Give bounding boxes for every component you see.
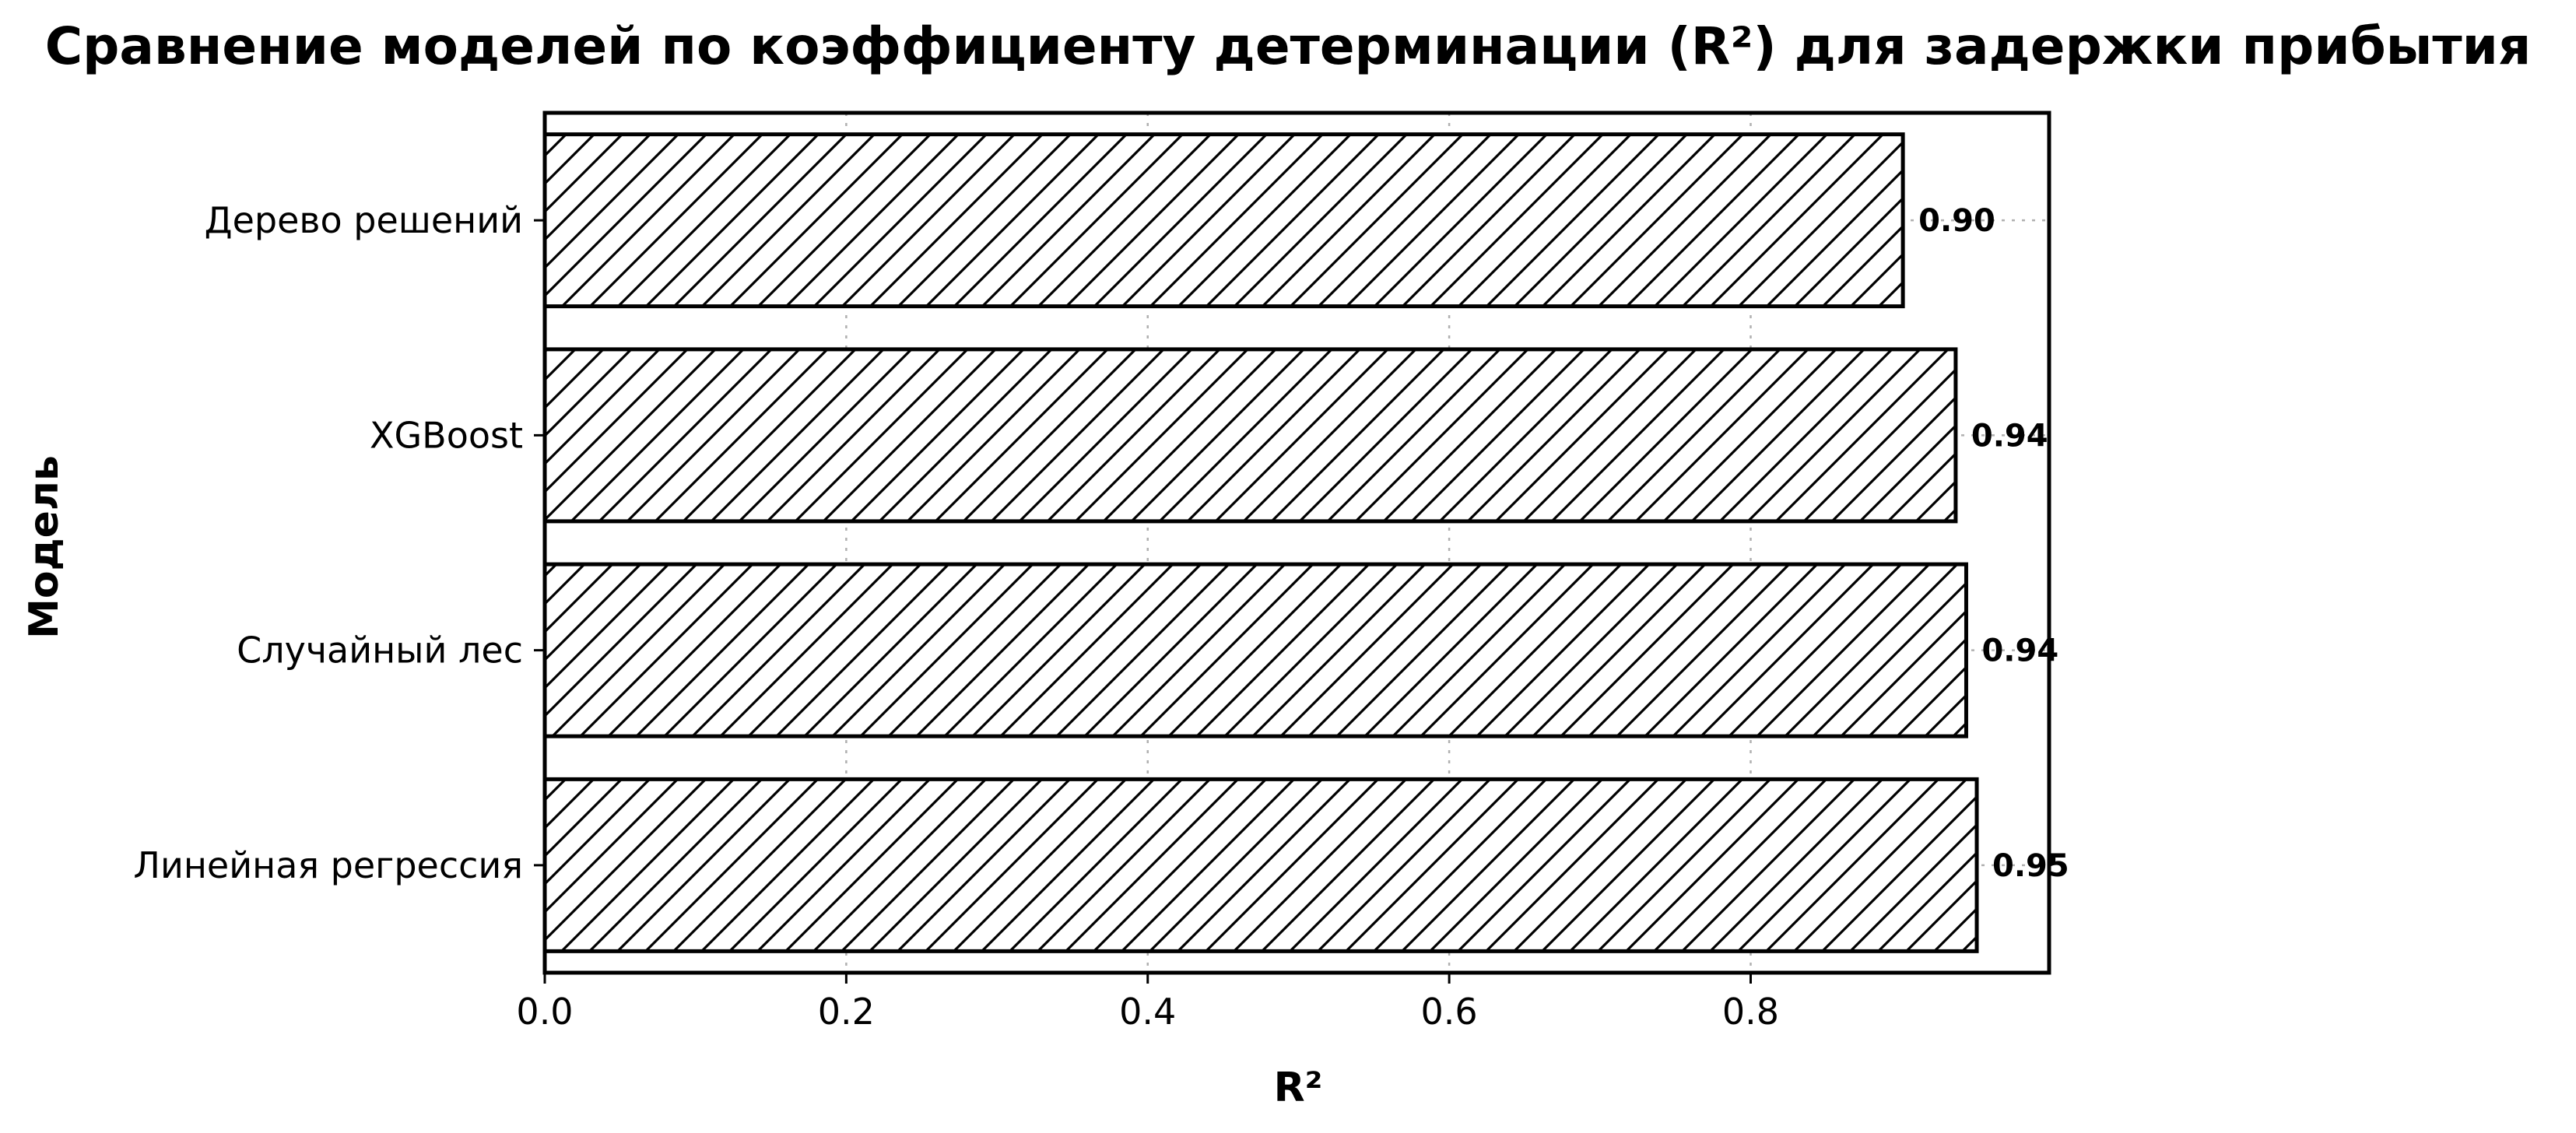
bar	[542, 562, 1968, 738]
bar-value-label: 0.94	[1981, 633, 2058, 669]
x-tick-label: 0.4	[1119, 991, 1176, 1033]
bar	[542, 347, 1958, 524]
chart-title: Сравнение моделей по коэффициенту детерм…	[45, 16, 2532, 76]
x-tick-label: 0.6	[1421, 991, 1478, 1033]
y-axis-label: Модель	[21, 455, 68, 639]
plot-frame	[542, 110, 2051, 975]
y-tick-label: XGBoost	[370, 414, 523, 456]
x-tick-label: 0.8	[1722, 991, 1779, 1033]
x-axis-ticks: 0.0 0.2 0.4 0.6 0.8	[516, 973, 1779, 1033]
bar-value-label: 0.95	[1992, 848, 2069, 884]
x-tick-label: 0.0	[516, 991, 573, 1033]
bar	[542, 777, 1979, 953]
data-labels: 0.95 0.94 0.94 0.90	[1918, 203, 2069, 884]
bar-value-label: 0.90	[1918, 203, 1995, 239]
y-tick-label: Случайный лес	[237, 630, 523, 672]
bars	[542, 132, 1979, 953]
bar-value-label: 0.94	[1971, 418, 2048, 454]
x-tick-label: 0.2	[818, 991, 875, 1033]
y-tick-label: Дерево решений	[205, 199, 523, 241]
bar	[542, 132, 1905, 309]
x-axis-label: R²	[1274, 1065, 1323, 1111]
y-tick-label: Линейная регрессия	[133, 844, 523, 886]
y-axis-ticks: Линейная регрессия Случайный лес XGBoost Де…	[133, 199, 545, 886]
